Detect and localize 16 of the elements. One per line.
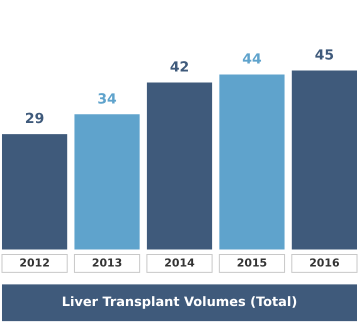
- data-label: 44: [242, 52, 262, 68]
- bar: [2, 134, 68, 250]
- bar: [146, 82, 212, 250]
- bar: [292, 70, 358, 250]
- x-tick-label: 2015: [236, 256, 268, 270]
- x-tick-label: 2013: [92, 256, 122, 270]
- data-label: 45: [314, 48, 334, 64]
- data-label: 29: [24, 111, 44, 128]
- bar: [74, 114, 140, 250]
- data-label: 34: [97, 91, 118, 108]
- x-tick-label: 2012: [19, 256, 50, 270]
- data-label: 42: [170, 60, 190, 76]
- x-tick-label: 2014: [164, 256, 196, 270]
- text: Liver Transplant Volumes (Total): [62, 295, 298, 310]
- x-tick-label: 2016: [309, 256, 340, 270]
- bar: [219, 74, 285, 250]
